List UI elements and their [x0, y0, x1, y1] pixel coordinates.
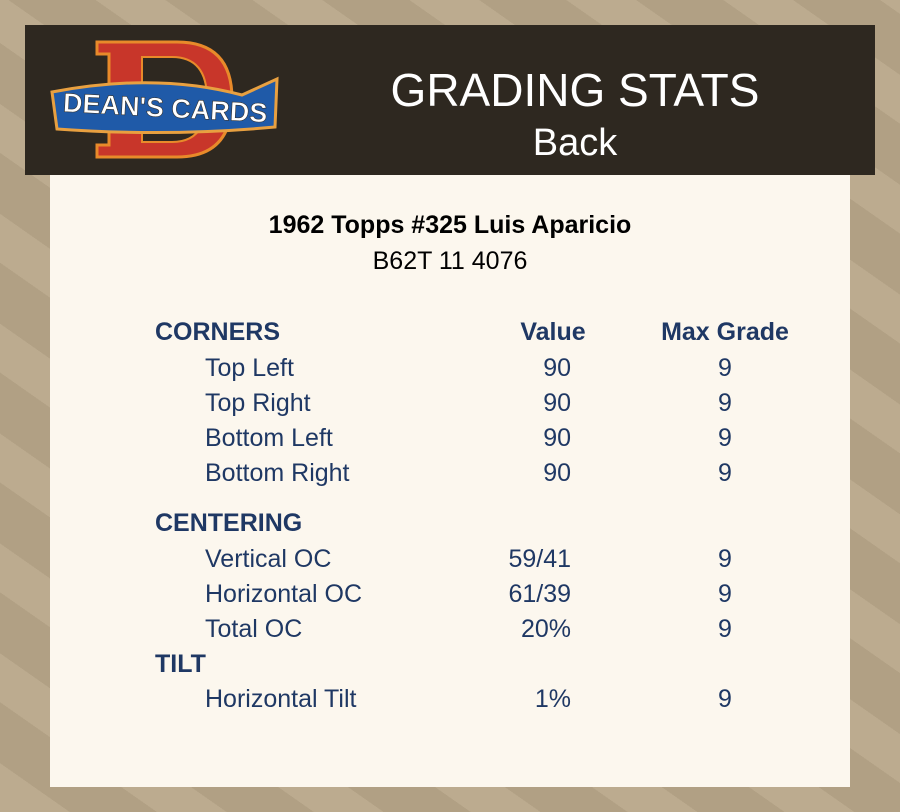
- stat-row: Bottom Left 90 9: [50, 424, 850, 458]
- stat-max-grade: 9: [718, 615, 732, 643]
- stat-row: Horizontal OC 61/39 9: [50, 580, 850, 614]
- stat-label: Bottom Right: [205, 459, 350, 487]
- stat-max-grade: 9: [718, 580, 732, 608]
- value-column-header: Value: [520, 318, 586, 346]
- stat-max-grade: 9: [718, 354, 732, 382]
- grading-card: 1962 Topps #325 Luis Aparicio B62T 11 40…: [50, 175, 850, 787]
- header: DEAN'S CARDS GRADING STATS Back: [25, 25, 875, 175]
- stat-label: Vertical OC: [205, 545, 332, 573]
- section-label: TILT: [155, 650, 206, 678]
- stat-value: 90: [543, 459, 571, 487]
- stat-value: 1%: [534, 685, 571, 713]
- stat-value: 59/41: [508, 545, 571, 573]
- stat-max-grade: 9: [718, 545, 732, 573]
- section-label: CENTERING: [155, 509, 303, 537]
- stat-row: Bottom Right 90 9: [50, 459, 850, 493]
- stat-label: Top Right: [205, 389, 311, 417]
- stat-row: Vertical OC 59/41 9: [50, 545, 850, 579]
- stat-label: Horizontal OC: [205, 580, 362, 608]
- stat-label: Bottom Left: [205, 424, 333, 452]
- stat-value: 90: [543, 354, 571, 382]
- page-title: GRADING STATS: [390, 64, 760, 116]
- stat-row: Horizontal Tilt 1% 9: [50, 685, 850, 719]
- stat-max-grade: 9: [718, 685, 732, 713]
- stat-label: Total OC: [205, 615, 303, 643]
- stat-row: Total OC 20% 9: [50, 615, 850, 649]
- section-label: CORNERS: [155, 318, 281, 346]
- stat-row: Top Right 90 9: [50, 389, 850, 423]
- tilt-header-row: TILT: [50, 650, 850, 684]
- stat-max-grade: 9: [718, 389, 732, 417]
- deans-cards-logo: DEAN'S CARDS: [50, 40, 279, 159]
- centering-header-row: CENTERING: [50, 509, 850, 543]
- stat-value: 20%: [520, 615, 571, 643]
- corners-header-row: CORNERS Value Max Grade: [50, 318, 850, 352]
- stat-value: 61/39: [508, 580, 571, 608]
- page-subtitle: Back: [532, 122, 618, 164]
- stat-value: 90: [543, 389, 571, 417]
- stat-max-grade: 9: [718, 459, 732, 487]
- card-id: B62T 11 4076: [372, 247, 528, 275]
- stat-max-grade: 9: [718, 424, 732, 452]
- card-title: 1962 Topps #325 Luis Aparicio: [268, 211, 632, 239]
- stat-value: 90: [543, 424, 571, 452]
- stat-label: Top Left: [205, 354, 294, 382]
- max-grade-column-header: Max Grade: [661, 318, 789, 346]
- stat-row: Top Left 90 9: [50, 354, 850, 388]
- stat-label: Horizontal Tilt: [205, 685, 357, 713]
